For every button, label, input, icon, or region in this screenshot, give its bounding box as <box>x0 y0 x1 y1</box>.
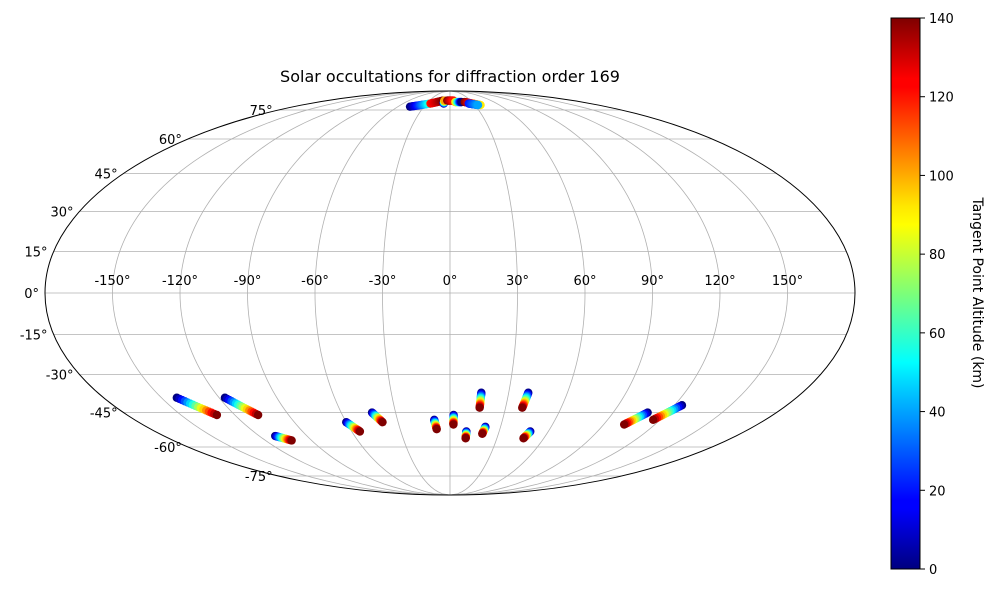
longitude-tick-label: -60° <box>301 274 329 289</box>
latitude-tick-label: 45° <box>95 167 118 182</box>
longitude-tick-label: -120° <box>162 274 198 289</box>
occultation-point <box>378 417 387 427</box>
longitude-tick-label: -30° <box>369 274 397 289</box>
longitude-tick-label: 0° <box>443 274 458 289</box>
occultation-point <box>253 410 263 420</box>
map-plot-area: -150° -120° -90° -60° -30° 0° 30° 60° 90° 120° 150… <box>20 90 856 496</box>
occultation-point <box>432 424 441 434</box>
colorbar-tick-label: 120 <box>929 91 954 106</box>
colorbar-tick-label: 20 <box>929 484 946 499</box>
colorbar-gradient <box>890 17 921 570</box>
latitude-tick-label: -15° <box>20 328 48 343</box>
occultation-point <box>449 420 458 429</box>
latitude-tick-label: -45° <box>90 407 118 422</box>
colorbar: 0 20 40 60 80 100 120 140 Tangent Point Altitud… <box>890 12 985 578</box>
occultation-point <box>287 436 296 445</box>
longitude-tick-label: 120° <box>704 274 735 289</box>
occultation-point <box>518 403 527 412</box>
occultation-point <box>473 100 483 110</box>
latitude-tick-label: -75° <box>245 470 273 485</box>
occultation-point <box>355 427 365 436</box>
map-boundary <box>44 90 856 496</box>
latitude-tick-labels: -75° -60° -45° -30° -15° 0° 15° 30° 45° 60° 75° <box>20 104 273 485</box>
latitude-tick-label: 0° <box>24 287 39 302</box>
latitude-tick-label: 75° <box>250 104 273 119</box>
longitude-tick-label: 90° <box>641 274 664 289</box>
occultation-point <box>519 434 528 443</box>
colorbar-tick-label: 80 <box>929 248 946 263</box>
colorbar-tick-label: 140 <box>929 12 954 27</box>
latitude-tick-label: 60° <box>159 133 182 148</box>
occultation-point <box>461 434 470 443</box>
colorbar-tick-label: 0 <box>929 563 937 578</box>
occultation-point <box>478 429 487 438</box>
longitude-tick-label: -150° <box>94 274 130 289</box>
occultation-points <box>172 96 687 445</box>
occultation-point <box>648 415 658 425</box>
chart-title: Solar occultations for diffraction order… <box>280 67 620 86</box>
latitude-tick-label: 15° <box>25 246 48 261</box>
colorbar-ticks: 0 20 40 60 80 100 120 140 <box>920 12 954 578</box>
longitude-tick-label: -90° <box>234 274 262 289</box>
colorbar-tick-label: 100 <box>929 169 954 184</box>
colorbar-tick-label: 60 <box>929 327 946 342</box>
occultation-point <box>475 403 484 412</box>
longitude-tick-labels: -150° -120° -90° -60° -30° 0° 30° 60° 90° 120° 150… <box>94 274 803 289</box>
latitude-tick-label: -30° <box>46 369 74 384</box>
longitude-tick-label: 150° <box>772 274 803 289</box>
occultation-point <box>619 420 629 429</box>
longitude-tick-label: 60° <box>573 274 596 289</box>
colorbar-tick-label: 40 <box>929 406 946 421</box>
colorbar-label: Tangent Point Altitude (km) <box>969 196 985 388</box>
longitude-tick-label: 30° <box>506 274 529 289</box>
occultation-point <box>212 410 222 420</box>
latitude-tick-label: 30° <box>50 205 73 220</box>
graticule <box>45 91 855 495</box>
latitude-tick-label: -60° <box>154 441 182 456</box>
